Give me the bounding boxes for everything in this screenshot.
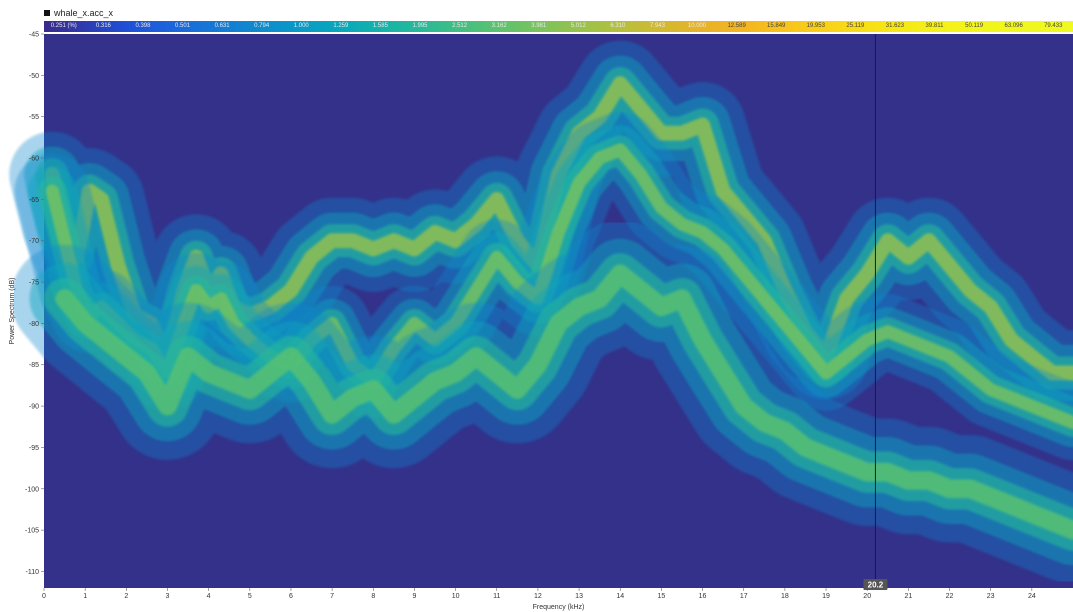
x-axis-title: Frequency (kHz)	[533, 604, 585, 611]
legend-channel-name: whale_x.acc_x	[54, 8, 114, 18]
legend[interactable]: whale_x.acc_x	[44, 7, 113, 19]
spectrum-band-3-layer-4	[55, 264, 1073, 540]
x-tick-label: 7	[330, 593, 334, 600]
cursor-readout[interactable]: 20.2	[863, 579, 888, 590]
x-tick-label: 24	[1028, 593, 1036, 600]
y-tick-label: -100	[25, 486, 39, 493]
y-tick-label: -105	[25, 528, 39, 535]
x-tick-label: 11	[493, 593, 500, 600]
x-tick-label: 2	[124, 593, 128, 600]
x-tick-label: 9	[412, 593, 416, 600]
x-tick-label: 16	[699, 593, 707, 600]
x-tick-label: 14	[616, 593, 624, 600]
x-tick-label: 23	[987, 593, 995, 600]
x-tick-label: 0	[42, 593, 46, 600]
legend-swatch	[44, 10, 50, 16]
y-tick-label: -80	[29, 321, 39, 328]
x-tick-label: 4	[207, 593, 211, 600]
x-tick-label: 13	[575, 593, 583, 600]
y-tick-label: -85	[29, 362, 39, 369]
y-tick-label: -70	[29, 238, 39, 245]
x-tick-label: 21	[904, 593, 912, 600]
y-tick-label: -60	[29, 156, 39, 163]
y-tick-label: -50	[29, 73, 39, 80]
y-tick-label: -90	[29, 404, 39, 411]
x-tick-label: 8	[371, 593, 375, 600]
x-tick-label: 18	[781, 593, 789, 600]
x-tick-label: 5	[248, 593, 252, 600]
x-tick-label: 20	[863, 593, 871, 600]
x-axis: 0 1 2 3 4 5 6 7 8 9 10 11 12 13 14 15 16 17 18 19 20 21 22 23 24	[42, 588, 1036, 600]
cursor-value: 20.2	[868, 581, 884, 590]
x-tick-label: 22	[946, 593, 954, 600]
x-tick-label: 19	[822, 593, 830, 600]
y-tick-label: -65	[29, 197, 39, 204]
y-tick-label: -45	[29, 32, 39, 39]
y-axis: -45 -50 -55 -60 -65 -70 -75 -80 -85 -90 -95 -100 -10…	[25, 32, 44, 576]
y-axis-title: Power Spectrum (dB)	[9, 278, 16, 345]
x-tick-label: 1	[83, 593, 87, 600]
x-tick-label: 17	[740, 593, 748, 600]
y-tick-label: -110	[26, 569, 40, 576]
y-tick-label: -95	[29, 445, 39, 452]
x-tick-label: 12	[534, 593, 542, 600]
y-tick-label: -75	[29, 280, 39, 287]
colorbar	[44, 21, 1073, 32]
y-tick-label: -55	[29, 114, 39, 121]
x-tick-label: 10	[452, 593, 460, 600]
spectrum-bands	[9, 40, 1073, 584]
x-tick-label: 15	[658, 593, 666, 600]
x-tick-label: 6	[289, 593, 293, 600]
x-tick-label: 3	[166, 593, 170, 600]
